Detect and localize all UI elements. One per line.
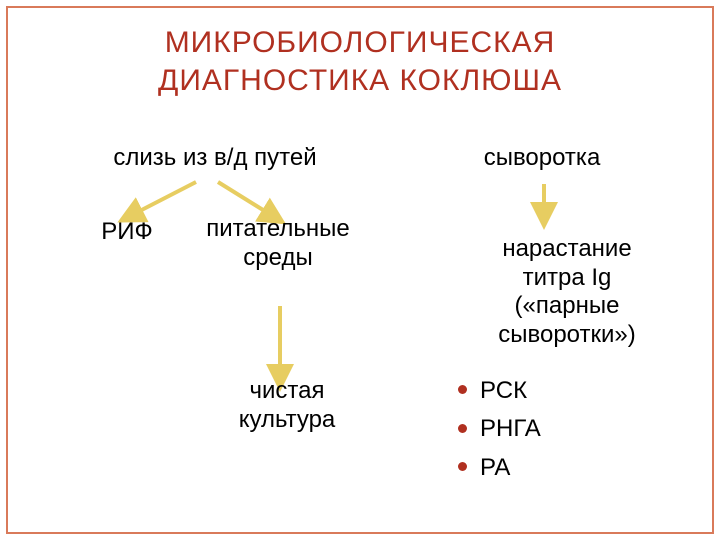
slide-title: МИКРОБИОЛОГИЧЕСКАЯ ДИАГНОСТИКА КОКЛЮША — [70, 24, 650, 99]
bullet-item-2: РА — [458, 449, 541, 487]
bullet-item-1: РНГА — [458, 410, 541, 448]
bullet-item-0: РСК — [458, 372, 541, 410]
node-culture: чистая культура — [212, 377, 362, 435]
node-serum: сыворотка — [467, 144, 617, 173]
edge-mucus-media — [218, 182, 276, 218]
node-rif: РИФ — [87, 218, 167, 247]
methods-list: РСКРНГАРА — [458, 372, 541, 487]
node-titer: нарастание титра Ig («парные сыворотки») — [472, 235, 662, 350]
edge-mucus-rif — [128, 182, 196, 217]
node-mucus: слизь из в/д путей — [85, 144, 345, 173]
node-media: питательные среды — [193, 215, 363, 273]
